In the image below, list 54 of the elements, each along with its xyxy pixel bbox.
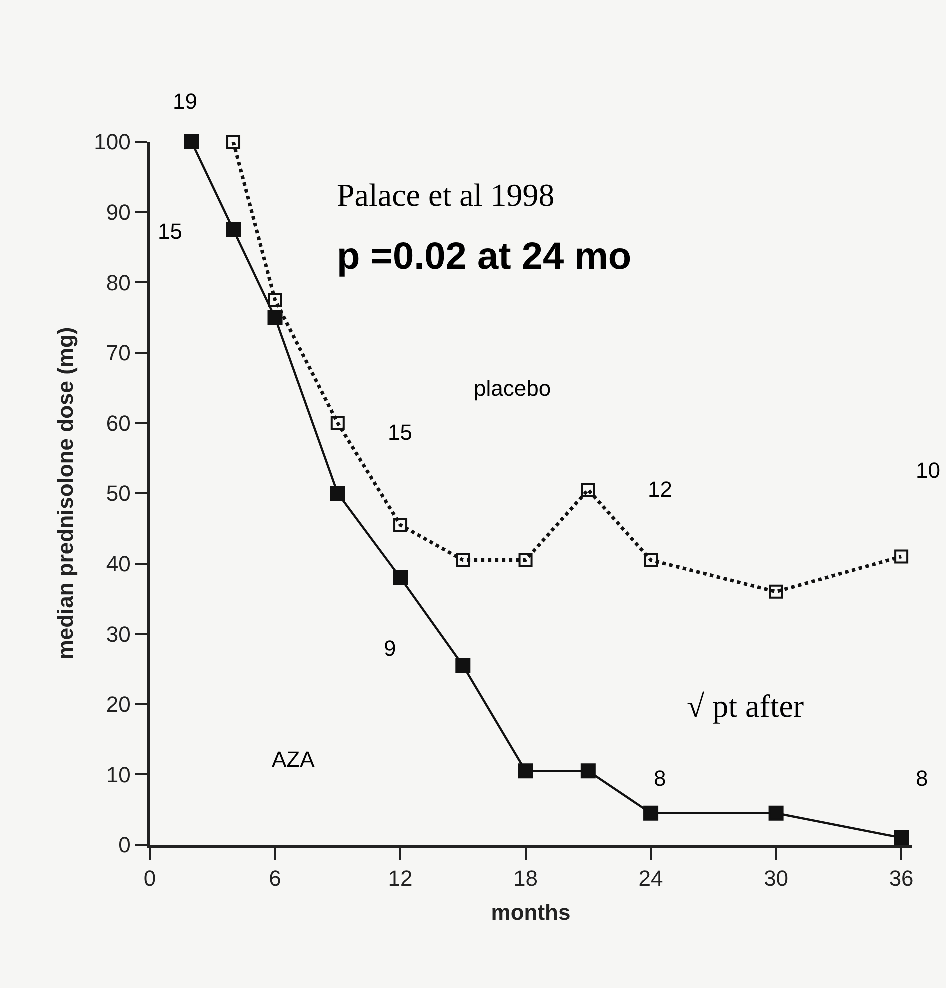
- annotation: 15: [158, 219, 182, 244]
- y-axis-title: median prednisolone dose (mg): [52, 327, 78, 660]
- point: [644, 806, 659, 821]
- annotation: placebo: [474, 376, 552, 401]
- annotation: p =0.02 at 24 mo: [337, 236, 632, 278]
- x-tick-label: 36: [889, 866, 914, 892]
- annotation: 8: [654, 766, 666, 791]
- point: [268, 310, 283, 326]
- annotation: √ pt after: [687, 688, 804, 724]
- point: [226, 222, 242, 238]
- x-tick-label: 6: [269, 866, 282, 892]
- y-tick-label: 80: [106, 270, 131, 296]
- point: [518, 764, 534, 779]
- y-tick-label: 20: [106, 692, 131, 718]
- y-tick-label: 40: [106, 552, 131, 576]
- y-tick-label: 0: [118, 832, 131, 858]
- x-tick-label: 18: [514, 866, 538, 892]
- point: [330, 486, 346, 501]
- x-axis-title: months: [491, 900, 571, 926]
- annotation: 15: [388, 420, 412, 445]
- annotation: AZA: [272, 747, 316, 772]
- point: [644, 553, 658, 568]
- point: [456, 553, 470, 568]
- y-tick-label: 70: [106, 340, 131, 366]
- y-tick-label: 90: [106, 200, 131, 225]
- point: [894, 830, 910, 846]
- y-tick-label: 100: [94, 130, 131, 155]
- text: 19: [173, 89, 198, 114]
- point: [581, 482, 596, 497]
- point: [768, 806, 784, 821]
- x-tick-label: 0: [144, 866, 156, 892]
- annotation: Palace et al 1998: [337, 177, 555, 213]
- annotation: 9: [384, 636, 396, 661]
- point: [769, 584, 784, 599]
- text: 8: [916, 766, 928, 791]
- y-tick-label: 60: [106, 410, 131, 436]
- point: [456, 658, 471, 674]
- point: [894, 550, 909, 564]
- text: 10: [916, 458, 940, 483]
- y-tick-label: 50: [106, 481, 131, 506]
- point: [394, 518, 408, 532]
- annotation: 12: [648, 477, 672, 502]
- y-tick-label: 10: [106, 762, 131, 788]
- x-tick-label: 12: [388, 866, 413, 892]
- point: [580, 764, 596, 779]
- point: [184, 134, 200, 150]
- x-tick-label: 24: [638, 866, 664, 892]
- y-tick-label: 30: [106, 622, 131, 647]
- point: [330, 416, 345, 430]
- point: [393, 570, 408, 586]
- point: [518, 553, 533, 568]
- point: [226, 135, 241, 149]
- point: [268, 293, 282, 308]
- x-tick-label: 30: [764, 866, 789, 892]
